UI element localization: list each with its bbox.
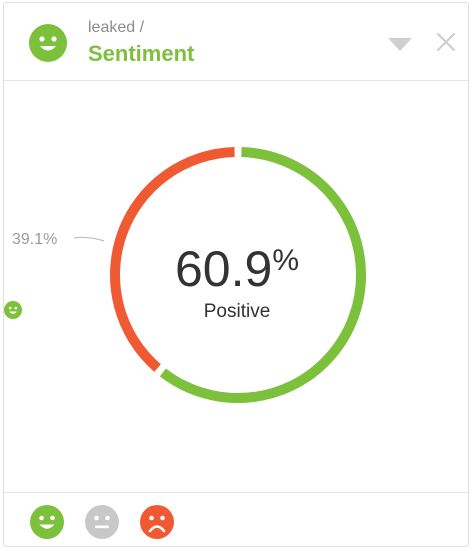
positive-slice[interactable] bbox=[159, 147, 366, 403]
center-value-unit: % bbox=[272, 244, 299, 277]
neutral-face-icon[interactable] bbox=[85, 505, 119, 539]
breadcrumb[interactable]: leaked / bbox=[88, 19, 145, 36]
widget-title: Sentiment bbox=[88, 41, 195, 66]
negative-slice[interactable] bbox=[110, 147, 235, 372]
sentiment-widget: leaked / Sentiment 39.1% 60.9% Positive bbox=[3, 2, 469, 547]
sentiment-donut-chart: 39.1% 60.9% Positive bbox=[4, 81, 468, 495]
center-label-text: Positive bbox=[203, 301, 271, 322]
center-value-number: 60.9 bbox=[174, 241, 273, 297]
center-percentage: 60.9% bbox=[4, 241, 468, 297]
negative-percentage-label: 39.1% bbox=[12, 231, 58, 248]
happy-face-icon bbox=[29, 24, 67, 62]
triangle-down-icon[interactable] bbox=[387, 35, 413, 53]
happy-face-icon[interactable] bbox=[30, 505, 64, 539]
callout-leader-line bbox=[73, 236, 105, 242]
sentiment-filter-bar bbox=[4, 492, 468, 546]
close-icon[interactable] bbox=[435, 31, 457, 53]
widget-header: leaked / Sentiment bbox=[4, 3, 468, 81]
center-sentiment-label: Positive bbox=[4, 301, 468, 323]
donut-svg bbox=[73, 147, 366, 403]
sad-face-icon[interactable] bbox=[140, 505, 174, 539]
happy-face-icon bbox=[4, 301, 22, 319]
